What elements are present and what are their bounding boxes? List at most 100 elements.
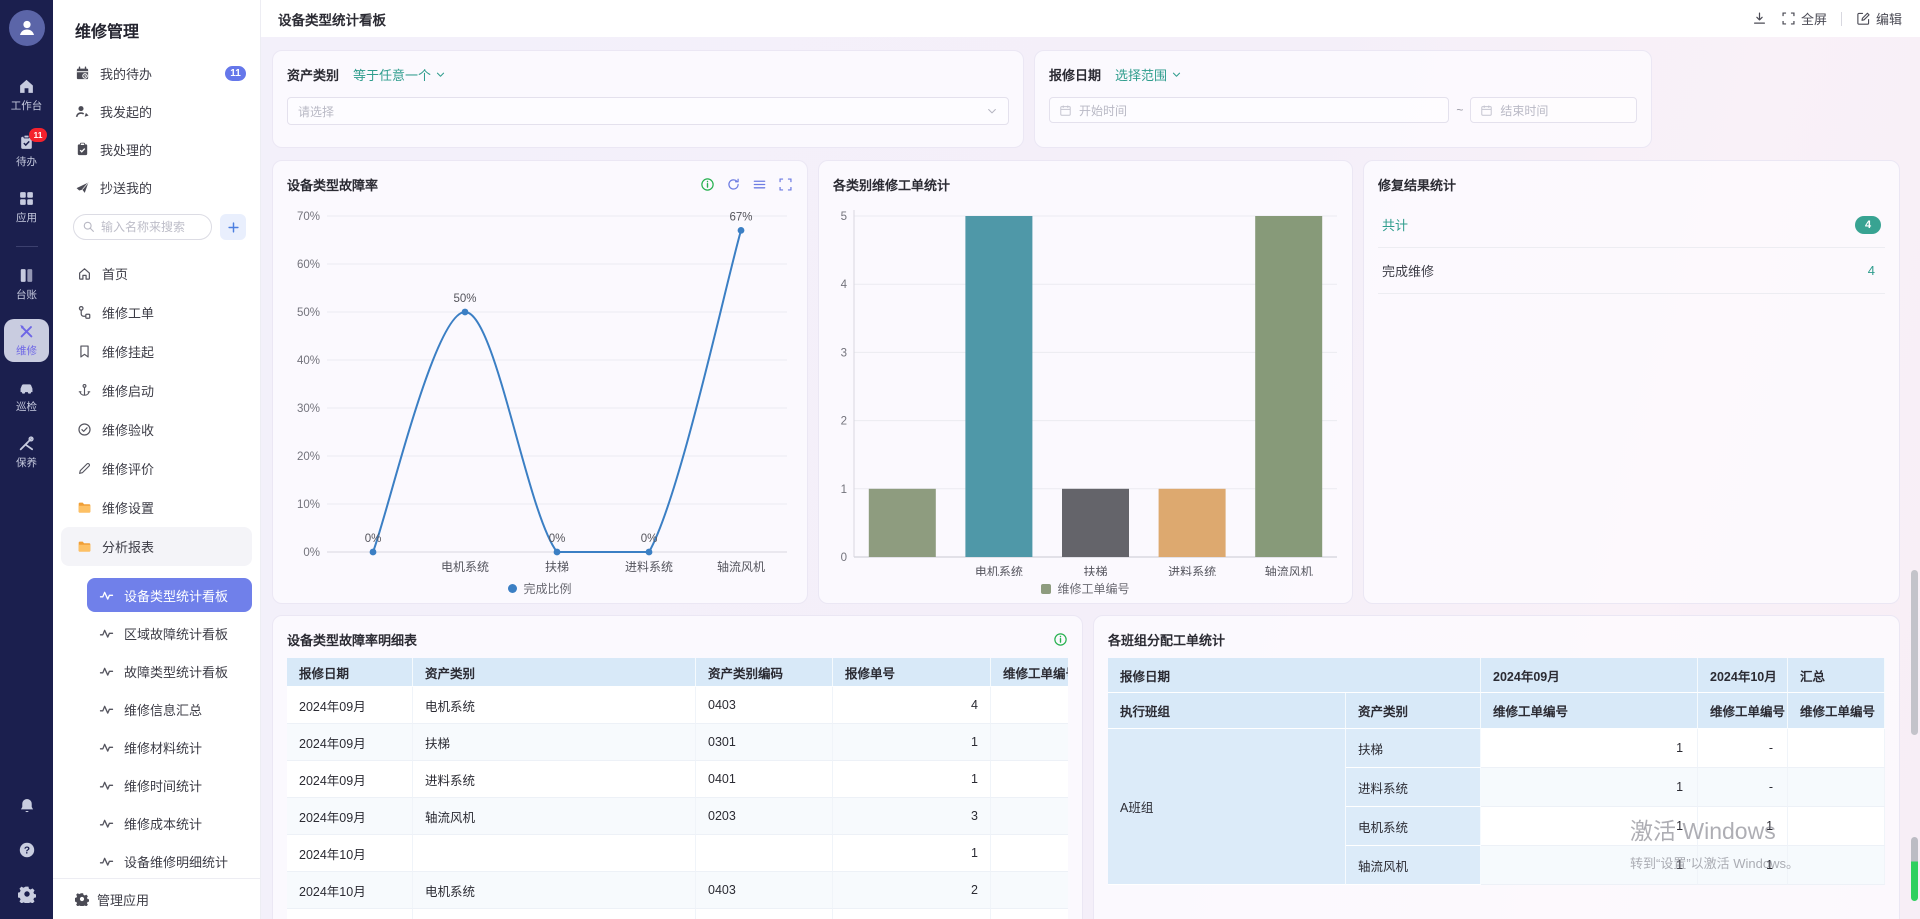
table-cell xyxy=(1788,807,1885,846)
topbar: 设备类型统计看板 全屏 编辑 xyxy=(260,0,1920,38)
calendar-todo-icon xyxy=(75,66,90,81)
sidebar-subitem-设备类型统计看板[interactable]: 设备类型统计看板 xyxy=(87,578,252,612)
table-row: 2024年10月电机系统04032 xyxy=(287,872,1068,909)
rail-item-工作台[interactable]: 工作台 xyxy=(4,74,49,117)
legend-label: 维修工单编号 xyxy=(1057,580,1129,597)
submenu-item-label: 维修时间统计 xyxy=(124,776,202,795)
bookmark-icon xyxy=(77,344,92,359)
fault-rate-chart-card: 设备类型故障率 0%10%20%30%40%50%60%70%0%50%0%0%… xyxy=(272,160,808,604)
menu-item-label: 维修验收 xyxy=(102,420,154,439)
pencil-icon xyxy=(77,461,92,476)
repair-result-card: 修复结果统计 共计4完成维修4 xyxy=(1363,160,1900,604)
end-date-input[interactable]: 结束时间 xyxy=(1470,97,1637,123)
help-icon[interactable]: ? xyxy=(18,841,36,859)
sidebar-quick-我的待办[interactable]: 我的待办11 xyxy=(53,54,260,92)
sidebar-item-分析报表[interactable]: 分析报表 xyxy=(61,527,252,566)
sidebar-item-维修评价[interactable]: 维修评价 xyxy=(61,449,252,488)
chart-title: 设备类型故障率 xyxy=(287,175,378,194)
svg-text:30%: 30% xyxy=(297,403,320,415)
sidebar-subitem-故障类型统计看板[interactable]: 故障类型统计看板 xyxy=(87,654,252,688)
sidebar-item-维修验收[interactable]: 维修验收 xyxy=(61,410,252,449)
manage-apps-button[interactable]: 管理应用 xyxy=(53,878,260,919)
table-header-row: 报修日期2024年09月2024年10月汇总 xyxy=(1108,658,1885,693)
scrollbar-thumb[interactable] xyxy=(1911,570,1918,735)
sidebar-subitem-维修成本统计[interactable]: 维修成本统计 xyxy=(87,806,252,840)
column-header: 维修工单编号 xyxy=(991,658,1068,687)
asset-filter-label: 资产类别 xyxy=(287,65,339,84)
bell-icon[interactable] xyxy=(18,797,36,815)
sidebar-item-维修挂起[interactable]: 维修挂起 xyxy=(61,332,252,371)
refresh-icon[interactable] xyxy=(726,177,741,192)
svg-text:0%: 0% xyxy=(641,533,658,545)
sidebar-subitem-维修材料统计[interactable]: 维修材料统计 xyxy=(87,730,252,764)
fullscreen-icon xyxy=(1781,11,1796,26)
topbar-divider xyxy=(1841,12,1842,26)
fullscreen-button[interactable]: 全屏 xyxy=(1781,9,1827,28)
add-button[interactable] xyxy=(220,214,246,240)
pulse-icon xyxy=(99,702,114,717)
asset-select[interactable]: 请选择 xyxy=(287,97,1009,125)
start-date-placeholder: 开始时间 xyxy=(1079,102,1127,119)
svg-text:3: 3 xyxy=(841,347,847,359)
rail-item-台账[interactable]: 台账 xyxy=(4,263,49,306)
scrollbar-thumb-green[interactable] xyxy=(1911,837,1918,901)
menu-item-label: 维修挂起 xyxy=(102,342,154,361)
asset-cell: 电机系统 xyxy=(1346,807,1481,846)
sidebar-quick-抄送我的[interactable]: 抄送我的 xyxy=(53,168,260,206)
rail-item-保养[interactable]: 保养 xyxy=(4,431,49,474)
sidebar-item-维修启动[interactable]: 维修启动 xyxy=(61,371,252,410)
asset-filter-operator[interactable]: 等于任意一个 xyxy=(353,65,446,84)
bar-chart: 012345电机系统扶梯进料系统轴流风机 xyxy=(833,196,1340,576)
start-date-input[interactable]: 开始时间 xyxy=(1049,97,1449,123)
rail-item-待办[interactable]: 待办11 xyxy=(4,130,49,173)
sidebar-subitem-维修信息汇总[interactable]: 维修信息汇总 xyxy=(87,692,252,726)
legend-marker xyxy=(1041,584,1051,594)
app-rail: 工作台待办11 应用台账维修巡检保养 ? xyxy=(0,0,53,919)
rail-item-巡检[interactable]: 巡检 xyxy=(4,375,49,418)
filter-card-asset: 资产类别 等于任意一个 请选择 xyxy=(272,50,1024,148)
rail-item-应用[interactable]: 应用 xyxy=(4,186,49,229)
table-cell: 2024年09月 xyxy=(287,798,413,835)
sidebar-quick-我发起的[interactable]: 我发起的 xyxy=(53,92,260,130)
edit-button[interactable]: 编辑 xyxy=(1856,9,1902,28)
table-cell: 0203 xyxy=(696,909,833,919)
sidebar-quick-我处理的[interactable]: 我处理的 xyxy=(53,130,260,168)
page-scrollbar[interactable] xyxy=(1910,0,1919,919)
date-filter-operator[interactable]: 选择范围 xyxy=(1115,65,1182,84)
main-area: 设备类型统计看板 全屏 编辑 xyxy=(260,0,1920,919)
sidebar-search-row xyxy=(53,206,260,248)
info-icon[interactable] xyxy=(1053,632,1068,647)
sidebar-subitem-设备维修明细统计[interactable]: 设备维修明细统计 xyxy=(87,844,252,878)
line-chart: 0%10%20%30%40%50%60%70%0%50%0%0%67%电机系统扶… xyxy=(287,196,795,576)
rail-item-维修[interactable]: 维修 xyxy=(4,319,49,362)
sidebar-item-首页[interactable]: 首页 xyxy=(61,254,252,293)
avatar[interactable] xyxy=(9,10,45,46)
processed-icon xyxy=(75,142,90,157)
quick-item-label: 我发起的 xyxy=(100,102,152,121)
table-row: 2024年09月电机系统04034 xyxy=(287,687,1068,724)
table-header-row: 执行班组资产类别维修工单编号维修工单编号维修工单编号 xyxy=(1108,693,1885,729)
menu-icon[interactable] xyxy=(752,177,767,192)
table-cell: 1 xyxy=(833,835,991,872)
sidebar-subitem-区域故障统计看板[interactable]: 区域故障统计看板 xyxy=(87,616,252,650)
svg-text:50%: 50% xyxy=(297,307,320,319)
svg-text:10%: 10% xyxy=(297,499,320,511)
table-cell xyxy=(696,835,833,872)
sidebar-subitem-维修时间统计[interactable]: 维修时间统计 xyxy=(87,768,252,802)
table-cell xyxy=(991,798,1068,835)
gear-icon[interactable] xyxy=(18,885,36,903)
info-icon[interactable] xyxy=(700,177,715,192)
expand-icon[interactable] xyxy=(778,177,793,192)
table-cell xyxy=(991,724,1068,761)
column-header: 2024年10月 xyxy=(1698,658,1788,693)
svg-text:轴流风机: 轴流风机 xyxy=(1265,564,1313,576)
table-cell: 2024年09月 xyxy=(287,687,413,724)
asset-cell: 轴流风机 xyxy=(1346,846,1481,885)
download-button[interactable] xyxy=(1752,11,1767,26)
filter-card-date: 报修日期 选择范围 开始时间 ~ xyxy=(1034,50,1652,148)
card-title: 修复结果统计 xyxy=(1378,175,1456,194)
table-cell: 0301 xyxy=(696,724,833,761)
sidebar-item-维修工单[interactable]: 维修工单 xyxy=(61,293,252,332)
sidebar-item-维修设置[interactable]: 维修设置 xyxy=(61,488,252,527)
quick-item-label: 我处理的 xyxy=(100,140,152,159)
